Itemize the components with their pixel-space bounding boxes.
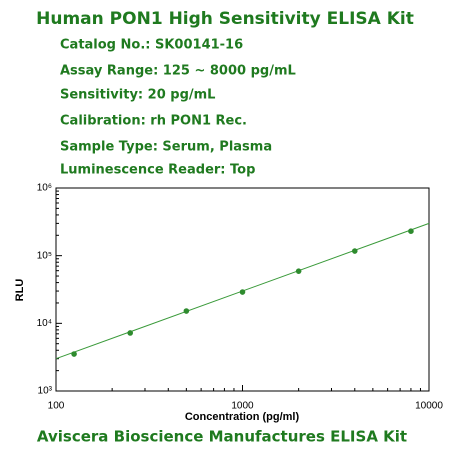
x-axis-label: Concentration (pg/ml) (185, 411, 300, 423)
info-line: Assay Range: 125 ~ 8000 pg/mL (60, 64, 296, 79)
title: Human PON1 High Sensitivity ELISA Kit (36, 9, 414, 29)
info-line: Sample Type: Serum, Plasma (60, 140, 272, 155)
data-point (408, 228, 414, 234)
data-point (71, 351, 77, 357)
y-tick-label: 10⁴ (37, 318, 52, 329)
info-line: Sensitivity: 20 pg/mL (60, 88, 215, 103)
data-point (295, 268, 302, 274)
info-line: Calibration: rh PON1 Rec. (60, 114, 247, 129)
x-tick-label: 100 (48, 401, 65, 412)
footer: Aviscera Bioscience Manufactures ELISA K… (37, 428, 407, 446)
data-point (183, 308, 190, 314)
y-tick-label: 10³ (38, 386, 53, 397)
data-point (127, 330, 134, 336)
data-point (239, 289, 246, 295)
info-line: Luminescence Reader: Top (60, 163, 255, 178)
x-tick-label: 1000 (231, 401, 254, 412)
y-tick-label: 10⁵ (37, 250, 52, 261)
y-tick-label: 10⁶ (37, 183, 52, 194)
info-line: Catalog No.: SK00141-16 (60, 38, 243, 53)
x-tick-label: 10000 (415, 401, 443, 412)
y-axis-label: RLU (14, 279, 26, 302)
data-point (351, 248, 358, 254)
